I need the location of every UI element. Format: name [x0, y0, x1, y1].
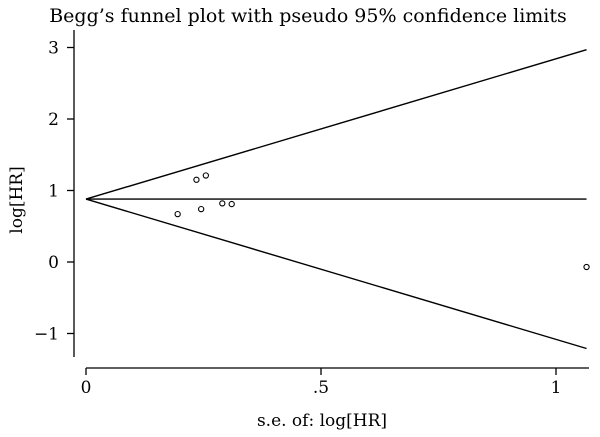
study-point [219, 200, 226, 207]
study-point [228, 200, 235, 208]
study-point [197, 205, 205, 213]
y-tick-label: 2 [48, 110, 59, 130]
x-tick-label: 1 [551, 378, 562, 398]
study-point [174, 210, 181, 218]
x-tick-label: .5 [313, 378, 329, 398]
chart-title: Begg’s funnel plot with pseudo 95% confi… [49, 5, 567, 27]
lower-confidence-limit-line [85, 198, 587, 350]
y-axis-title: log[HR] [7, 166, 27, 233]
funnel-lines [85, 48, 587, 350]
upper-confidence-limit-line [85, 48, 587, 200]
x-axis-title: s.e. of: log[HR] [257, 411, 387, 431]
x-axis-ticks: 0.5 1 [81, 368, 562, 398]
y-tick-label: 1 [48, 182, 59, 202]
y-axis-ticks: −1 0 1 2 3 [34, 39, 74, 345]
y-tick-label: 3 [48, 39, 59, 59]
study-points [174, 172, 590, 271]
study-point [583, 263, 590, 271]
x-tick-label: 0 [81, 378, 92, 398]
study-point [193, 176, 200, 183]
study-point [202, 172, 209, 179]
y-tick-label: −1 [34, 325, 59, 345]
y-tick-label: 0 [48, 253, 59, 273]
